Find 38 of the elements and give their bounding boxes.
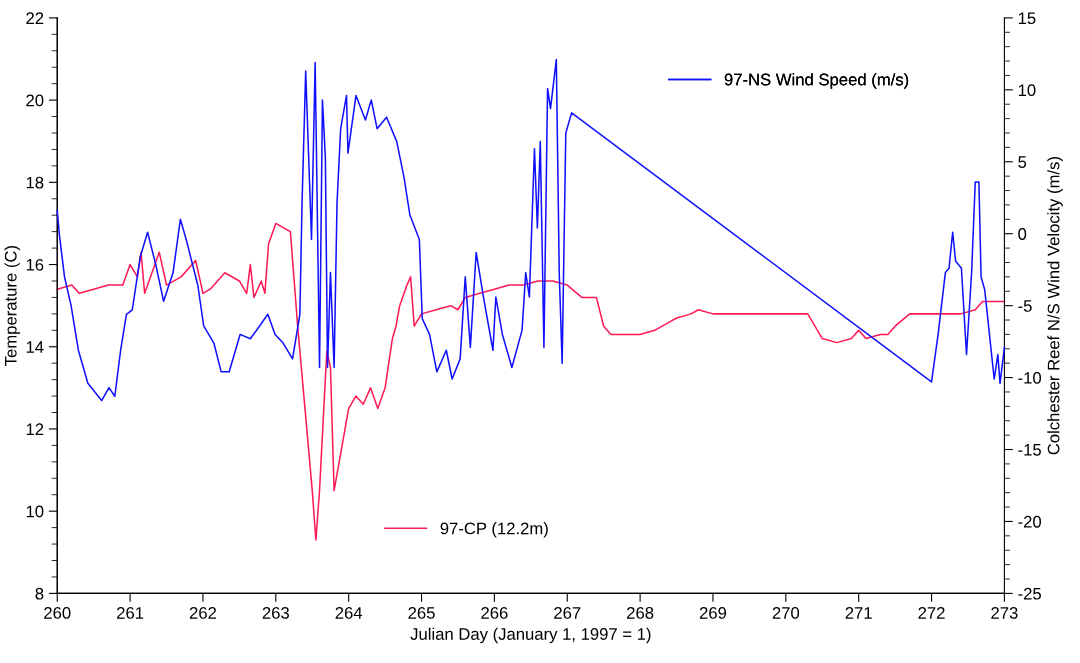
y2-tick-label: 0 xyxy=(1018,228,1027,240)
x-tick-label: 265 xyxy=(408,607,435,619)
x-tick-label: 270 xyxy=(772,607,800,619)
legend-label: 97-CP (12.2m) xyxy=(440,522,548,538)
x-tick-label: 266 xyxy=(481,607,508,619)
x-tick-label: 264 xyxy=(335,607,363,619)
y2-tick-label: -5 xyxy=(1018,300,1032,312)
y2-tick-label: -20 xyxy=(1018,515,1042,528)
y-tick-label: 16 xyxy=(26,258,44,271)
y2-tick-label: 5 xyxy=(1018,156,1027,168)
y2-tick-label: 10 xyxy=(1018,84,1036,97)
x-axis-title: Julian Day (January 1, 1997 = 1) xyxy=(410,627,651,644)
x-tick-label: 269 xyxy=(699,607,727,619)
x-tick-label: 268 xyxy=(627,607,654,619)
y-tick-label: 14 xyxy=(26,341,44,353)
y2-tick-label: -10 xyxy=(1018,371,1042,384)
y-tick-label: 10 xyxy=(26,505,44,518)
y2-tick-label: -25 xyxy=(1018,587,1041,600)
x-tick-label: 261 xyxy=(117,607,144,619)
legend-label: 97-NS Wind Speed (m/s) xyxy=(724,73,909,89)
y2-axis-title: Colchester Reef N/S Wind Velocity (m/s) xyxy=(1047,157,1063,455)
x-tick-label: 271 xyxy=(845,607,872,619)
y2-tick-label: 15 xyxy=(1018,12,1036,25)
x-tick-label: 263 xyxy=(262,607,289,619)
line-series xyxy=(56,58,1006,402)
y-tick-label: 8 xyxy=(35,587,44,600)
y-axis-title: Temperature (C) xyxy=(4,246,20,366)
line-series xyxy=(56,222,1006,541)
x-tick-label: 267 xyxy=(554,607,581,619)
y-tick-label: 22 xyxy=(26,12,44,24)
y2-tick-label: -15 xyxy=(1018,444,1041,456)
x-tick-label: 272 xyxy=(918,607,945,619)
x-tick-label: 260 xyxy=(44,607,71,619)
x-tick-label: 273 xyxy=(991,607,1018,619)
y-tick-label: 12 xyxy=(26,423,44,435)
y-tick-label: 18 xyxy=(26,176,44,189)
y-tick-label: 20 xyxy=(26,94,44,107)
x-tick-label: 262 xyxy=(189,607,217,619)
